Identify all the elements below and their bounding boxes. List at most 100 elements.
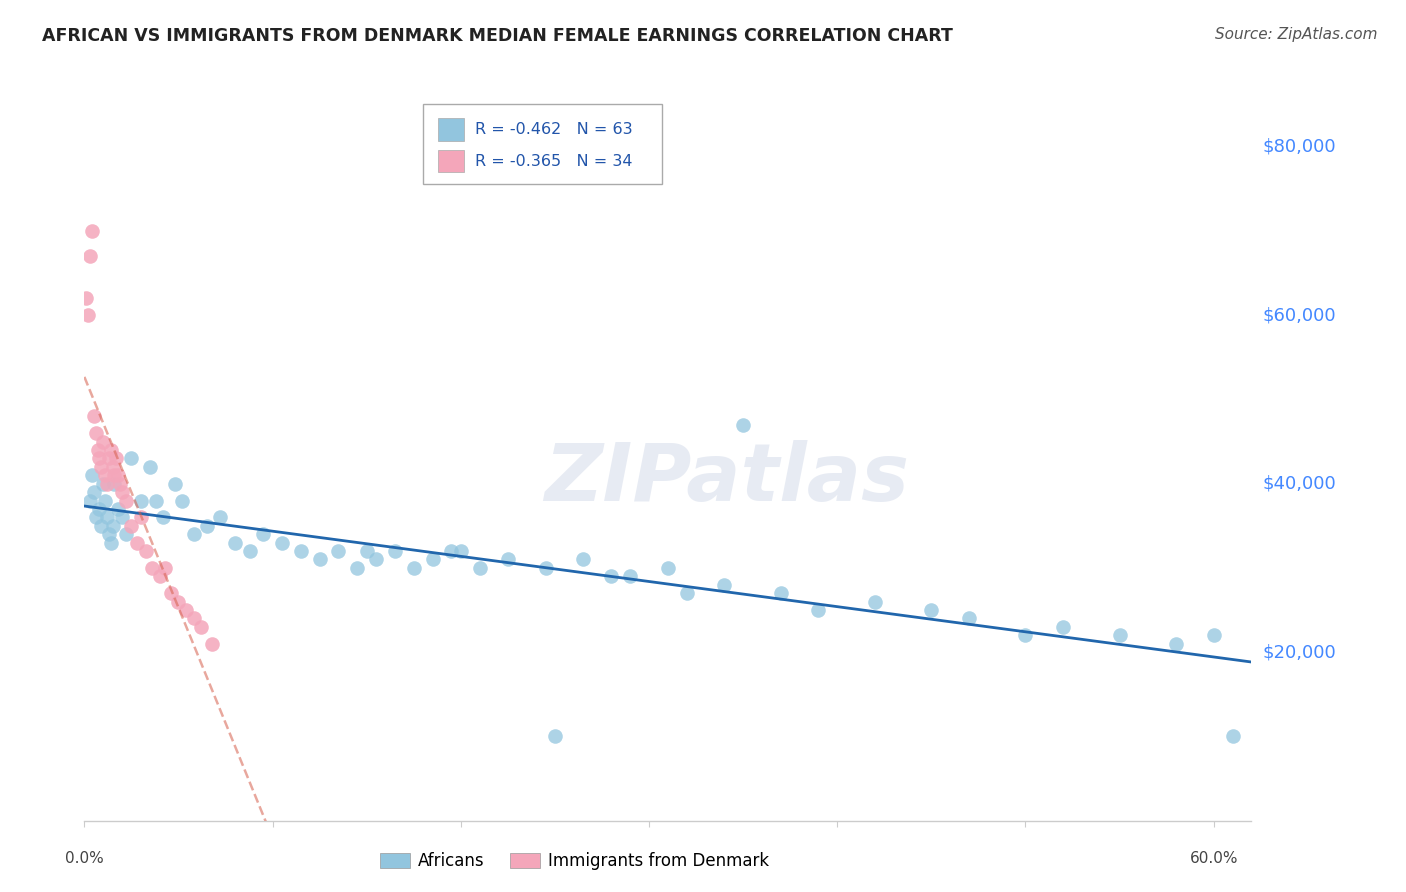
Point bbox=[450, 544, 472, 558]
Point bbox=[769, 586, 792, 600]
Text: $40,000: $40,000 bbox=[1263, 475, 1336, 492]
Point bbox=[534, 561, 557, 575]
Point bbox=[167, 594, 190, 608]
Point bbox=[101, 518, 124, 533]
FancyBboxPatch shape bbox=[437, 118, 464, 141]
Point bbox=[619, 569, 641, 583]
Point bbox=[114, 493, 136, 508]
Point bbox=[290, 544, 312, 558]
Point bbox=[141, 561, 163, 575]
Point bbox=[94, 468, 117, 483]
Point bbox=[101, 459, 124, 474]
Text: R = -0.365   N = 34: R = -0.365 N = 34 bbox=[475, 153, 633, 169]
Text: $60,000: $60,000 bbox=[1263, 306, 1336, 324]
Text: $20,000: $20,000 bbox=[1263, 643, 1336, 661]
Point bbox=[79, 493, 101, 508]
Point bbox=[139, 459, 162, 474]
Point bbox=[920, 603, 942, 617]
Point bbox=[733, 417, 755, 432]
Point bbox=[135, 544, 157, 558]
Text: R = -0.462   N = 63: R = -0.462 N = 63 bbox=[475, 121, 633, 136]
Legend: Africans, Immigrants from Denmark: Africans, Immigrants from Denmark bbox=[373, 846, 776, 877]
Point bbox=[807, 603, 830, 617]
Point bbox=[1222, 730, 1244, 744]
Point bbox=[79, 249, 101, 263]
Point bbox=[96, 476, 118, 491]
Point bbox=[440, 544, 463, 558]
Point bbox=[328, 544, 350, 558]
Point bbox=[90, 518, 112, 533]
Point bbox=[402, 561, 425, 575]
FancyBboxPatch shape bbox=[437, 150, 464, 172]
Point bbox=[1164, 637, 1187, 651]
Point bbox=[107, 468, 129, 483]
Point bbox=[600, 569, 623, 583]
Point bbox=[544, 730, 567, 744]
Point bbox=[84, 426, 107, 441]
Point bbox=[201, 637, 224, 651]
Point bbox=[145, 493, 167, 508]
Point bbox=[190, 620, 212, 634]
Point bbox=[366, 552, 388, 566]
Point bbox=[129, 510, 152, 524]
Point bbox=[160, 586, 183, 600]
Point bbox=[80, 468, 103, 483]
Point bbox=[1202, 628, 1225, 642]
Point bbox=[120, 518, 142, 533]
Point bbox=[195, 518, 218, 533]
Point bbox=[91, 434, 114, 449]
Point bbox=[96, 510, 118, 524]
Point bbox=[675, 586, 697, 600]
Point bbox=[174, 603, 197, 617]
Point bbox=[103, 476, 125, 491]
Point bbox=[152, 510, 174, 524]
Point bbox=[572, 552, 595, 566]
Point bbox=[105, 451, 128, 466]
Point bbox=[84, 510, 107, 524]
Point bbox=[346, 561, 368, 575]
Point bbox=[114, 527, 136, 541]
Point bbox=[713, 578, 735, 592]
Point bbox=[89, 451, 111, 466]
Point bbox=[1014, 628, 1036, 642]
Text: ZIPatlas: ZIPatlas bbox=[544, 441, 908, 518]
Point bbox=[86, 442, 108, 457]
Point bbox=[239, 544, 262, 558]
Point bbox=[155, 561, 177, 575]
Point bbox=[108, 476, 131, 491]
Point bbox=[224, 535, 246, 549]
Point bbox=[183, 527, 205, 541]
Point bbox=[468, 561, 491, 575]
Point bbox=[83, 409, 105, 424]
Text: Source: ZipAtlas.com: Source: ZipAtlas.com bbox=[1215, 27, 1378, 42]
Point bbox=[208, 510, 231, 524]
Point bbox=[149, 569, 172, 583]
Point bbox=[271, 535, 294, 549]
Point bbox=[80, 224, 103, 238]
Point bbox=[111, 485, 134, 500]
Point bbox=[103, 468, 125, 483]
Point bbox=[77, 308, 100, 322]
Point bbox=[100, 535, 122, 549]
FancyBboxPatch shape bbox=[423, 104, 662, 184]
Point bbox=[90, 459, 112, 474]
Point bbox=[120, 451, 142, 466]
Point bbox=[496, 552, 519, 566]
Point bbox=[422, 552, 444, 566]
Point bbox=[1052, 620, 1074, 634]
Point bbox=[252, 527, 274, 541]
Point bbox=[384, 544, 406, 558]
Point bbox=[107, 502, 129, 516]
Point bbox=[75, 291, 97, 305]
Point bbox=[83, 485, 105, 500]
Point bbox=[308, 552, 330, 566]
Point bbox=[863, 594, 886, 608]
Point bbox=[94, 493, 117, 508]
Point bbox=[89, 502, 111, 516]
Text: $80,000: $80,000 bbox=[1263, 137, 1336, 156]
Point bbox=[97, 527, 120, 541]
Point bbox=[957, 611, 980, 625]
Point bbox=[163, 476, 186, 491]
Point bbox=[129, 493, 152, 508]
Point bbox=[125, 535, 148, 549]
